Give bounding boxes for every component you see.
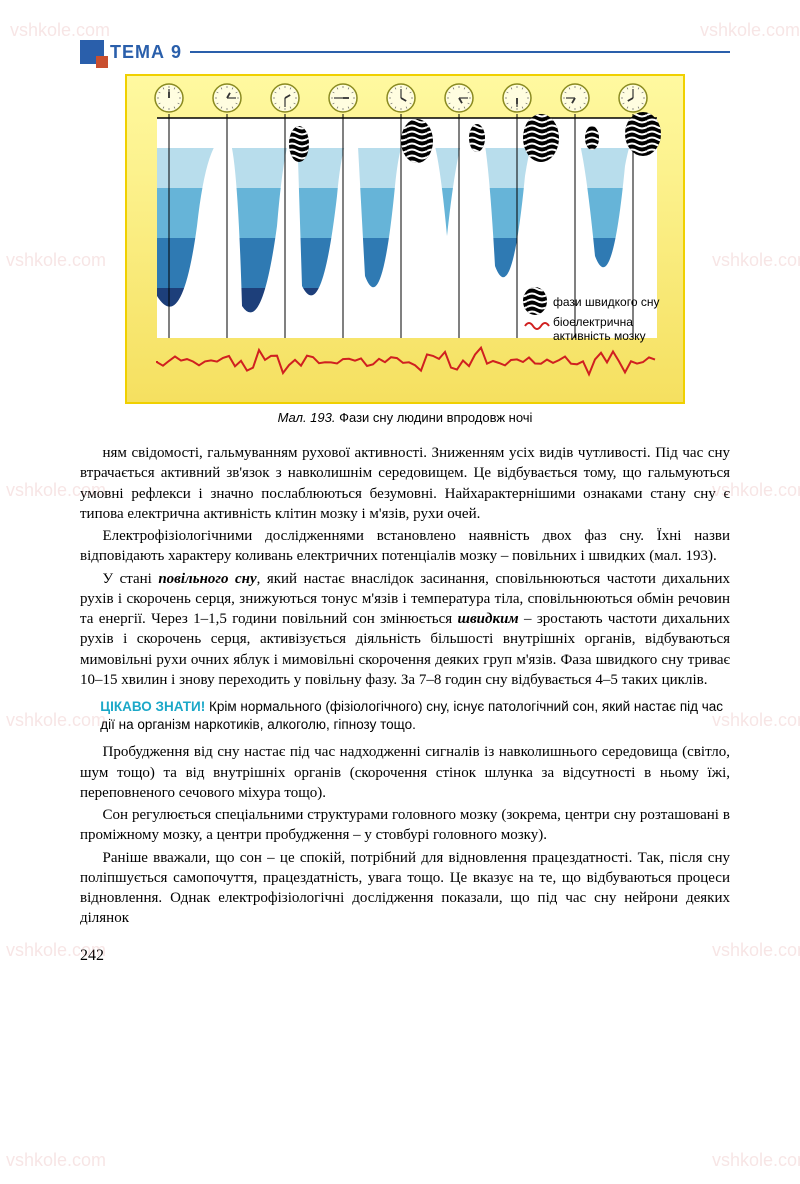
legend-eeg-label2: активність мозку [553,329,646,343]
paragraph-6: Раніше вважали, що сон – це спокій, потр… [80,848,730,929]
caption-text: Фази сну людини впродовж ночі [335,410,532,425]
callout-box: ЦІКАВО ЗНАТИ! Крім нормального (фізіолог… [100,698,730,734]
chapter-icon [80,40,104,64]
paragraph-2: Електрофізіологічними дослідженнями вста… [80,526,730,567]
page-number: 242 [80,947,730,965]
legend-rem-label: фази швидкого сну [553,295,659,309]
callout-lead: ЦІКАВО ЗНАТИ! [100,699,205,714]
body-text: ням свідомості, гальмуванням рухової акт… [80,443,730,929]
chapter-title: ТЕМА 9 [110,42,182,63]
clock-row [155,84,647,112]
paragraph-1: ням свідомості, гальмуванням рухової акт… [80,443,730,524]
figure-svg: фази швидкого сну біоелектрична активніс… [127,76,687,406]
header-rule [190,51,730,53]
paragraph-5: Сон регулюється спеціальними структурами… [80,805,730,846]
legend-eeg-label1: біоелектрична [553,315,633,329]
figure-caption: Мал. 193. Фази сну людини впродовж ночі [80,410,730,425]
chapter-header: ТЕМА 9 [80,40,730,64]
paragraph-4: Пробудження від сну настає під час надхо… [80,742,730,803]
sleep-phase-figure: фази швидкого сну біоелектрична активніс… [125,74,685,404]
paragraph-3: У стані повільного сну, який настає внас… [80,569,730,691]
eeg-trace [157,348,655,375]
page-content: ТЕМА 9 [0,0,800,995]
caption-prefix: Мал. 193. [278,410,336,425]
